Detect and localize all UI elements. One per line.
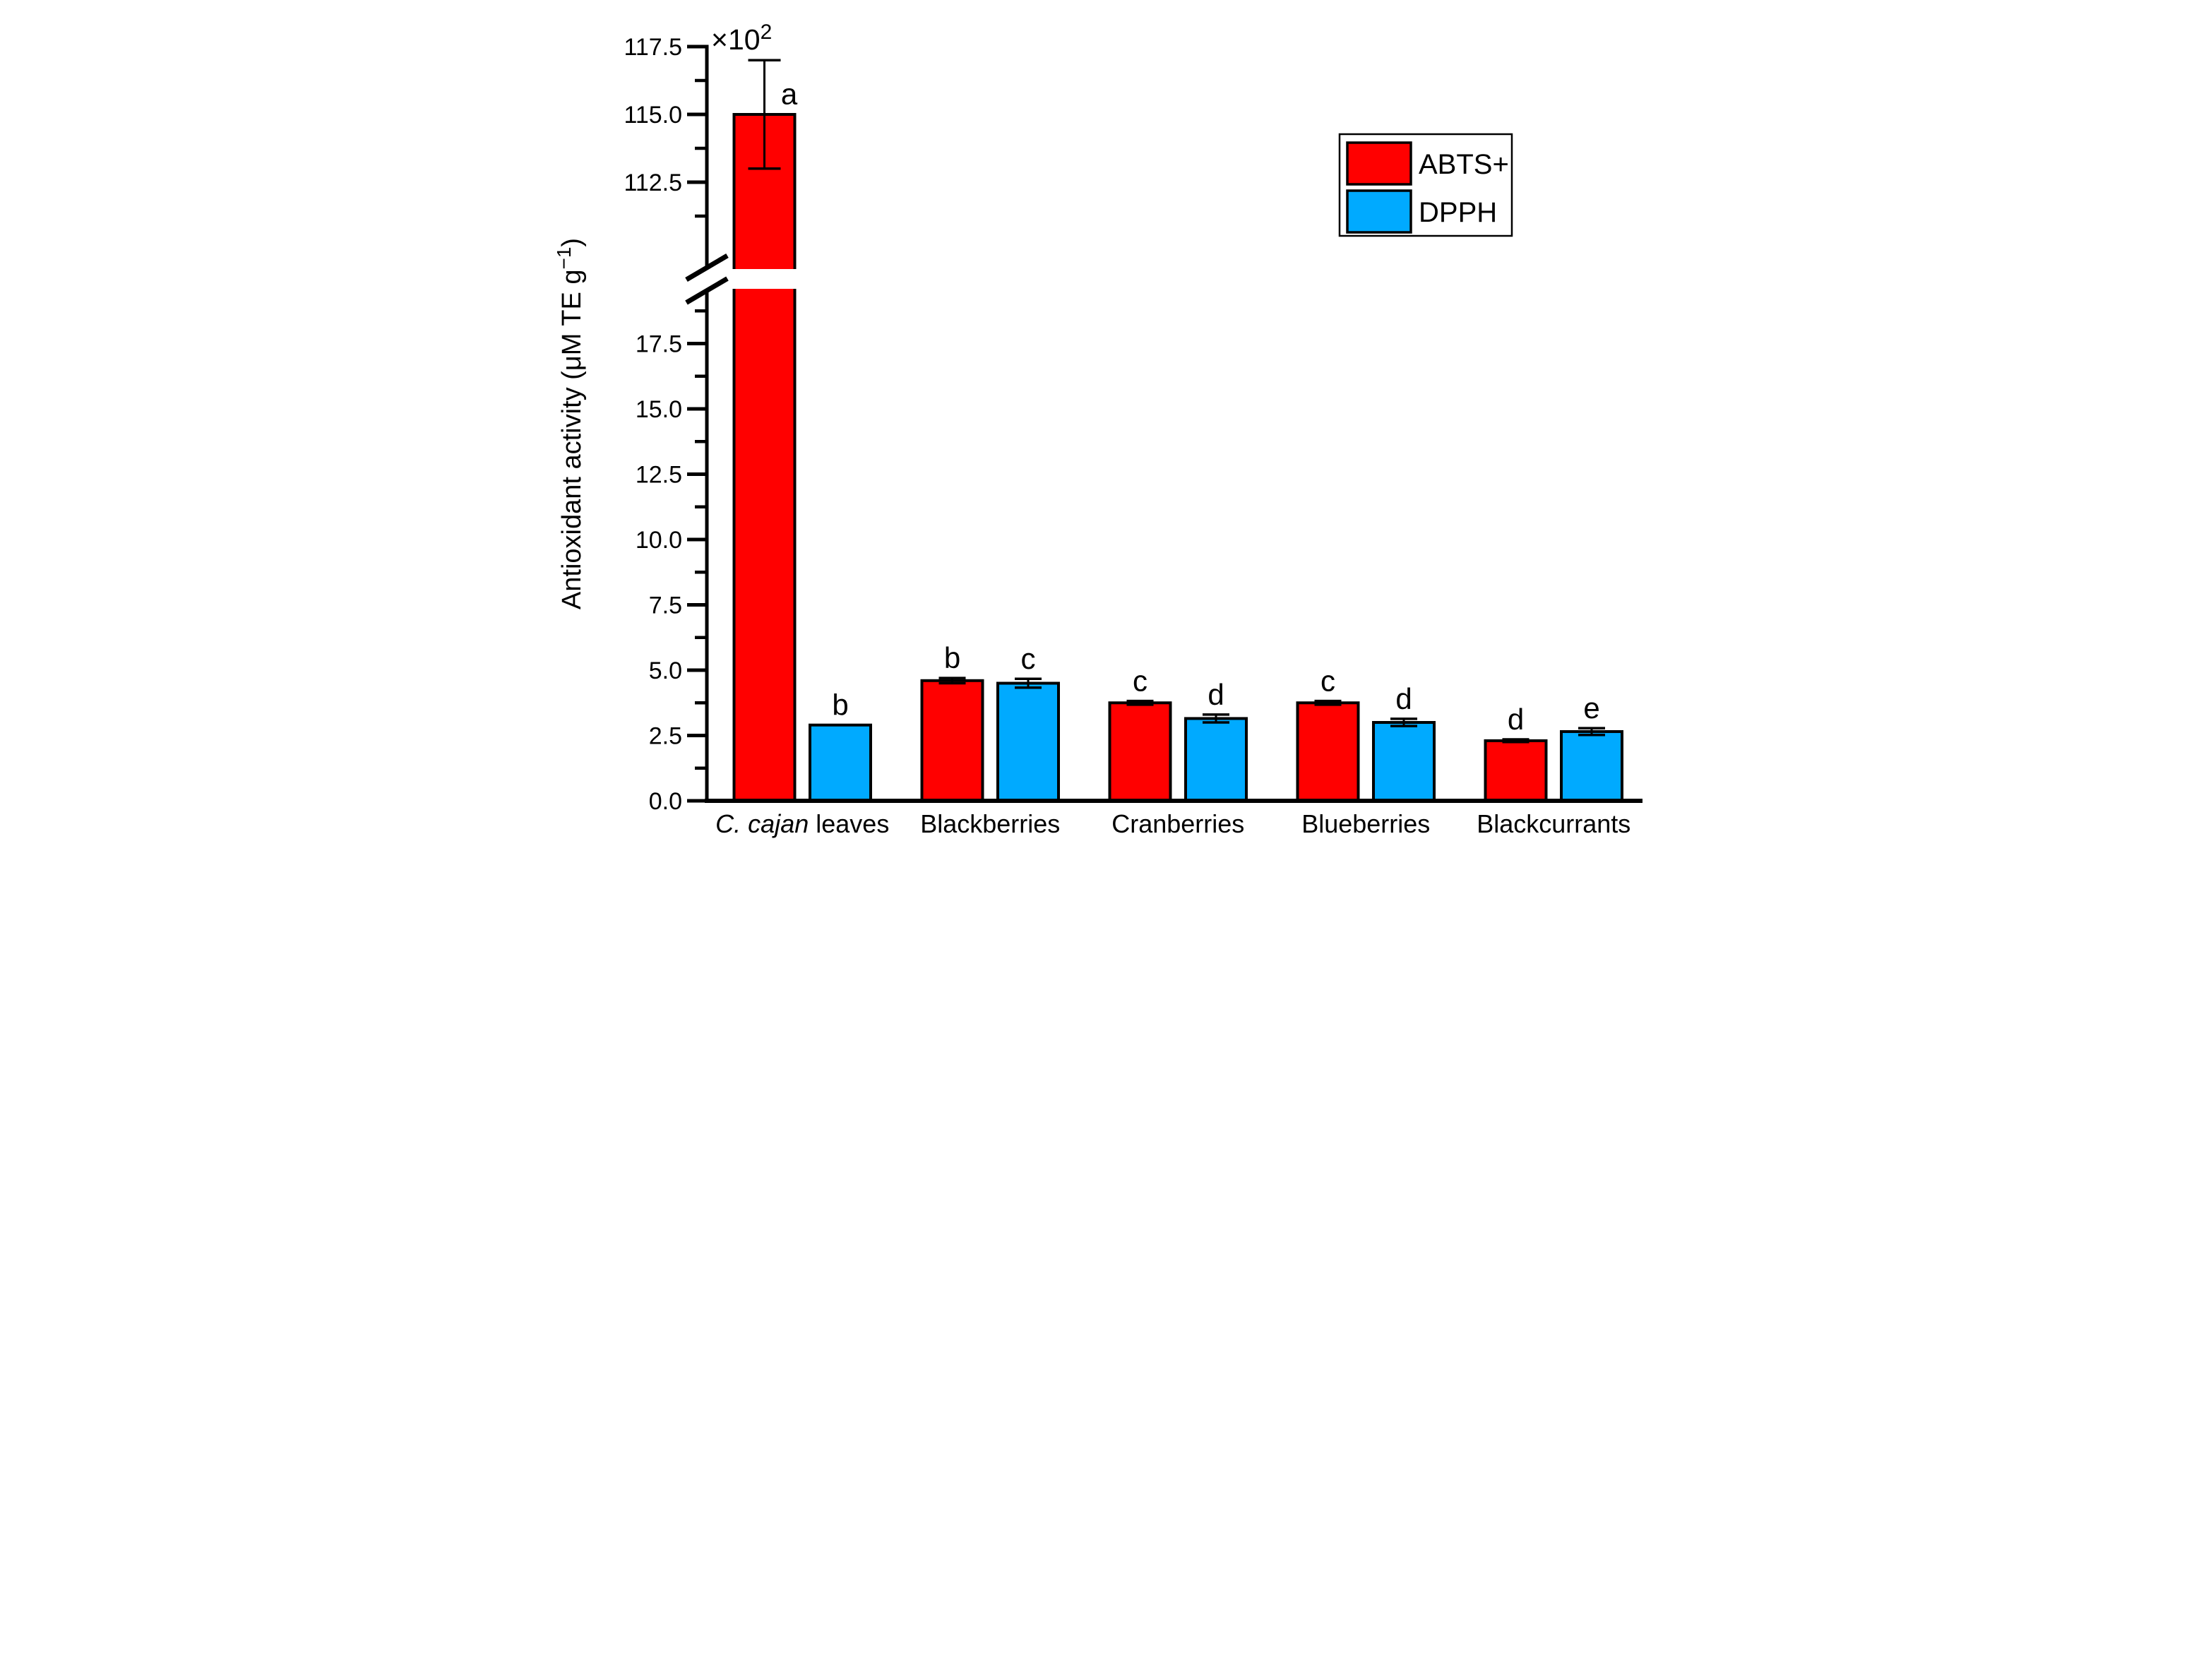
legend-label-abts: ABTS+ (1419, 149, 1509, 180)
bar-dpph-blueberries (1372, 721, 1436, 802)
significance-letter: d (1395, 682, 1412, 715)
y-tick-label: 115.0 (624, 102, 682, 129)
axis-break-slash-upper (685, 253, 729, 282)
bar-dpph-c-cajan-leaves (809, 723, 872, 802)
significance-letter: b (832, 689, 848, 722)
bar-abts-c-cajan-leaves (732, 113, 797, 802)
antioxidant-activity-figure: 0.0 2.5 5.0 7.5 10.0 12.5 15.0 17.5 112.5 115.0 11… (552, 0, 1654, 840)
significance-letter: e (1583, 691, 1599, 725)
x-category-label: C. cajan leaves (715, 809, 889, 838)
axis-break-slash-lower (685, 276, 729, 305)
x-category-label: Blueberries (1301, 809, 1430, 838)
x-category-label: Blackberries (920, 809, 1060, 838)
bar-chart-canvas: 0.0 2.5 5.0 7.5 10.0 12.5 15.0 17.5 112.5 115.0 11… (552, 0, 1654, 840)
bar-dpph-blackberries (996, 681, 1060, 802)
y-tick-label: 117.5 (624, 34, 682, 61)
x-category-label: Cranberries (1111, 809, 1244, 838)
significance-letter: a (781, 78, 798, 111)
y-tick-label: 0.0 (649, 788, 682, 815)
bar-abts-blackberries (920, 679, 984, 802)
bar-dpph-cranberries (1184, 717, 1248, 803)
y-tick-label: 10.0 (636, 527, 682, 554)
y-axis-title: Antioxidant activity (μM TE g−1) (553, 238, 587, 609)
legend-swatch-abts (1346, 141, 1412, 186)
axis-break-band (710, 269, 1645, 289)
bar-abts-cranberries (1108, 701, 1172, 802)
y-tick-label: 15.0 (636, 396, 682, 423)
bar-abts-blackcurrants (1484, 739, 1548, 803)
y-tick-label: 17.5 (636, 331, 682, 358)
y-tick-label: 5.0 (649, 657, 682, 684)
significance-letter: b (944, 641, 960, 674)
legend-label-dpph: DPPH (1419, 197, 1497, 228)
significance-letter: c (1320, 665, 1335, 698)
y-tick-label: 12.5 (636, 462, 682, 489)
y-tick-label: 2.5 (649, 723, 682, 750)
significance-letter: d (1508, 703, 1524, 736)
bar-abts-blueberries (1296, 701, 1360, 802)
y-tick-label: 112.5 (624, 169, 682, 196)
bar-dpph-blackcurrants (1560, 729, 1623, 802)
significance-letter: c (1021, 642, 1036, 675)
y-tick-label: 7.5 (649, 592, 682, 619)
significance-letter: d (1208, 678, 1224, 711)
x-category-label: Blackcurrants (1477, 809, 1630, 838)
legend-swatch-dpph (1346, 189, 1412, 234)
significance-letter: c (1133, 665, 1147, 698)
figure-background (552, 0, 1654, 840)
axis-multiplier-label: ×102 (711, 20, 772, 56)
